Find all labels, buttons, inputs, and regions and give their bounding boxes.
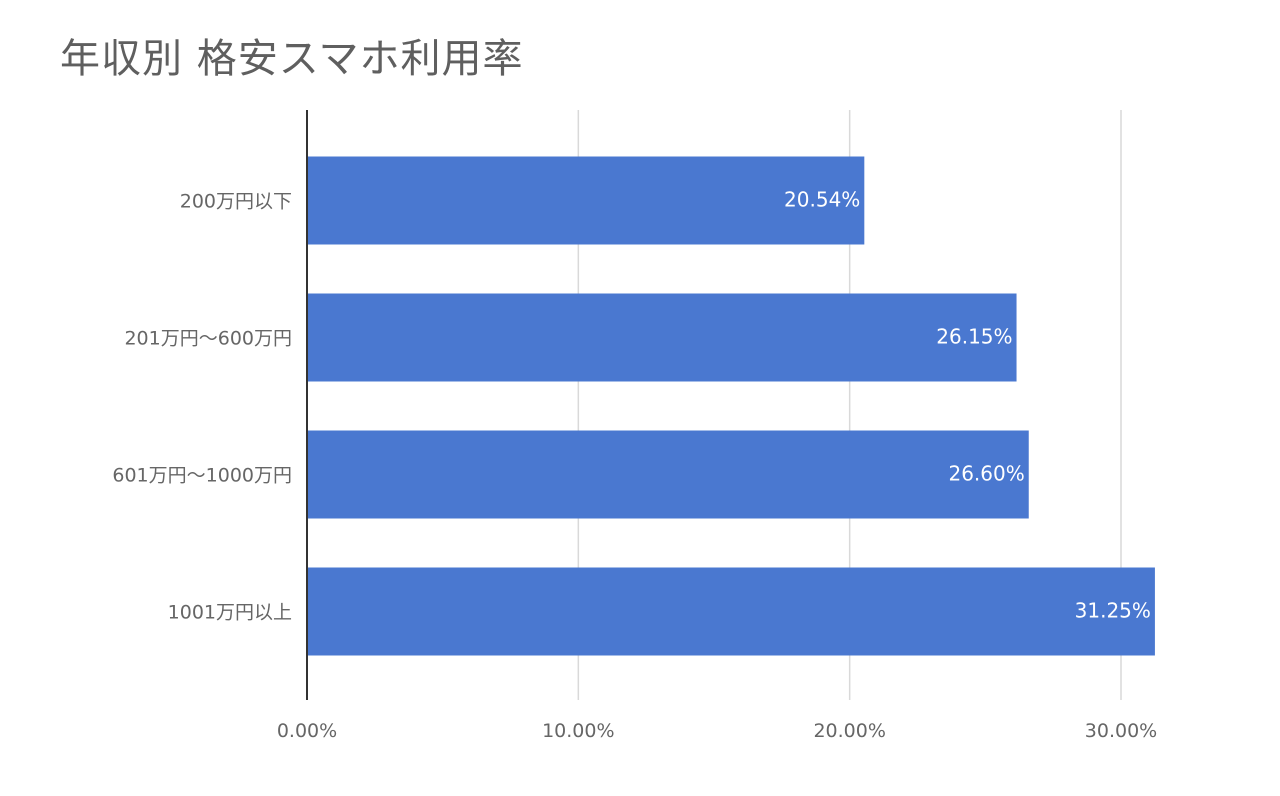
- bar: [307, 430, 1029, 519]
- x-tick-label: 20.00%: [813, 720, 885, 742]
- data-label: 31.25%: [1075, 599, 1151, 623]
- x-tick-label: 30.00%: [1085, 720, 1157, 742]
- bar-layer: [307, 156, 1155, 656]
- bar: [307, 567, 1155, 656]
- data-label: 26.15%: [936, 325, 1012, 349]
- category-label: 201万円〜600万円: [124, 328, 292, 350]
- label-layer: 0.00% 10.00% 20.00% 30.00% 20.54% 200万円以下 26.1…: [112, 188, 1157, 743]
- data-label: 26.60%: [948, 462, 1024, 486]
- bar: [307, 293, 1017, 382]
- category-label: 601万円〜1000万円: [112, 465, 292, 487]
- category-label: 1001万円以上: [168, 602, 292, 624]
- x-tick-label: 0.00%: [277, 720, 337, 742]
- category-label: 200万円以下: [180, 191, 292, 213]
- bar: [307, 156, 865, 245]
- x-tick-label: 10.00%: [542, 720, 614, 742]
- data-label: 20.54%: [784, 188, 860, 212]
- chart-title: 年収別 格安スマホ利用率: [60, 36, 524, 82]
